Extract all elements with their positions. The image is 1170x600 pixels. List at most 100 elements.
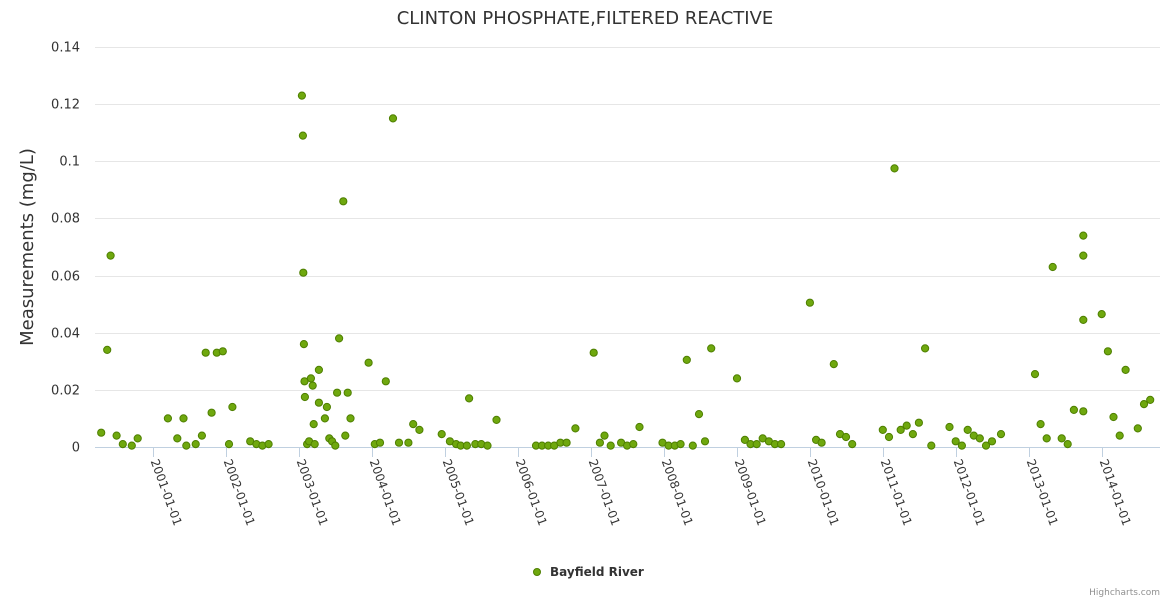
data-point[interactable]: [562, 438, 571, 447]
data-point[interactable]: [465, 394, 474, 403]
data-point[interactable]: [320, 414, 329, 423]
data-point[interactable]: [103, 345, 112, 354]
data-point[interactable]: [1103, 347, 1113, 356]
data-point[interactable]: [921, 344, 930, 353]
data-point[interactable]: [914, 418, 924, 427]
legend-marker-icon[interactable]: [533, 568, 541, 576]
data-point[interactable]: [133, 434, 142, 443]
data-point[interactable]: [1057, 434, 1066, 443]
data-point[interactable]: [182, 441, 191, 450]
data-point[interactable]: [1079, 231, 1088, 240]
data-point[interactable]: [218, 347, 227, 356]
data-point[interactable]: [571, 424, 580, 433]
data-point[interactable]: [310, 440, 319, 449]
data-point[interactable]: [1079, 251, 1088, 260]
data-point[interactable]: [878, 425, 887, 434]
data-point[interactable]: [1036, 420, 1045, 429]
data-point[interactable]: [299, 340, 308, 349]
data-point[interactable]: [127, 441, 136, 450]
data-point[interactable]: [600, 431, 609, 440]
data-point[interactable]: [682, 355, 691, 364]
data-point[interactable]: [179, 414, 188, 423]
data-point[interactable]: [339, 197, 348, 206]
data-point[interactable]: [740, 435, 750, 444]
data-point[interactable]: [264, 440, 273, 449]
data-point[interactable]: [1115, 431, 1124, 440]
data-point[interactable]: [902, 421, 911, 430]
data-point[interactable]: [975, 434, 984, 443]
data-point[interactable]: [957, 441, 967, 450]
data-point[interactable]: [388, 114, 398, 123]
data-point[interactable]: [927, 441, 936, 450]
data-point[interactable]: [404, 438, 413, 447]
data-point[interactable]: [896, 425, 905, 434]
data-point[interactable]: [595, 438, 605, 447]
data-point[interactable]: [1079, 315, 1088, 324]
data-point[interactable]: [483, 441, 492, 450]
data-point[interactable]: [415, 425, 424, 434]
data-point[interactable]: [908, 430, 918, 439]
data-point[interactable]: [963, 425, 972, 434]
data-point[interactable]: [752, 440, 761, 449]
data-point[interactable]: [1139, 400, 1149, 409]
data-point[interactable]: [1097, 310, 1106, 319]
data-point[interactable]: [707, 344, 716, 353]
data-point[interactable]: [1063, 440, 1072, 449]
data-point[interactable]: [884, 432, 894, 442]
data-point[interactable]: [308, 381, 317, 390]
data-point[interactable]: [207, 408, 216, 417]
data-point[interactable]: [306, 374, 315, 383]
data-point[interactable]: [805, 298, 815, 307]
data-point[interactable]: [97, 428, 106, 437]
data-point[interactable]: [297, 91, 306, 100]
data-point[interactable]: [173, 434, 182, 443]
data-point[interactable]: [298, 131, 307, 140]
data-point[interactable]: [106, 251, 115, 260]
data-point[interactable]: [314, 365, 323, 374]
data-point[interactable]: [299, 268, 308, 277]
data-point[interactable]: [346, 414, 355, 423]
credits-link[interactable]: Highcharts.com: [1089, 588, 1160, 598]
data-point[interactable]: [394, 438, 404, 447]
data-point[interactable]: [688, 441, 697, 450]
data-point[interactable]: [201, 348, 210, 357]
data-point[interactable]: [1042, 434, 1051, 443]
data-point[interactable]: [1069, 405, 1079, 414]
data-point[interactable]: [1079, 407, 1088, 416]
data-point[interactable]: [492, 415, 501, 424]
data-point[interactable]: [635, 422, 644, 432]
data-point[interactable]: [322, 402, 331, 412]
data-point[interactable]: [848, 440, 857, 449]
data-point[interactable]: [112, 431, 121, 440]
data-point[interactable]: [951, 437, 960, 446]
data-point[interactable]: [841, 432, 851, 442]
data-point[interactable]: [987, 437, 997, 446]
data-point[interactable]: [375, 438, 385, 447]
data-point[interactable]: [224, 440, 234, 449]
legend-item-bayfield-river[interactable]: Bayfield River: [550, 565, 644, 579]
data-point[interactable]: [163, 414, 172, 423]
data-point[interactable]: [1048, 262, 1057, 272]
data-point[interactable]: [309, 420, 318, 429]
data-point[interactable]: [462, 441, 471, 450]
data-point[interactable]: [700, 437, 710, 446]
data-point[interactable]: [945, 422, 954, 432]
data-point[interactable]: [817, 438, 826, 447]
data-point[interactable]: [1146, 395, 1155, 404]
data-point[interactable]: [676, 440, 685, 449]
data-point[interactable]: [314, 398, 323, 407]
data-point[interactable]: [333, 388, 342, 397]
data-point[interactable]: [437, 430, 446, 439]
data-point[interactable]: [197, 431, 206, 440]
data-point[interactable]: [228, 402, 237, 412]
data-point[interactable]: [1133, 424, 1142, 433]
legend[interactable]: Bayfield River: [533, 565, 644, 579]
data-point[interactable]: [1121, 365, 1130, 374]
data-point[interactable]: [364, 358, 373, 367]
data-point[interactable]: [343, 388, 352, 397]
data-point[interactable]: [981, 441, 991, 450]
data-point[interactable]: [335, 334, 344, 343]
data-point[interactable]: [829, 360, 838, 369]
data-point[interactable]: [890, 164, 899, 173]
data-point[interactable]: [381, 377, 390, 386]
